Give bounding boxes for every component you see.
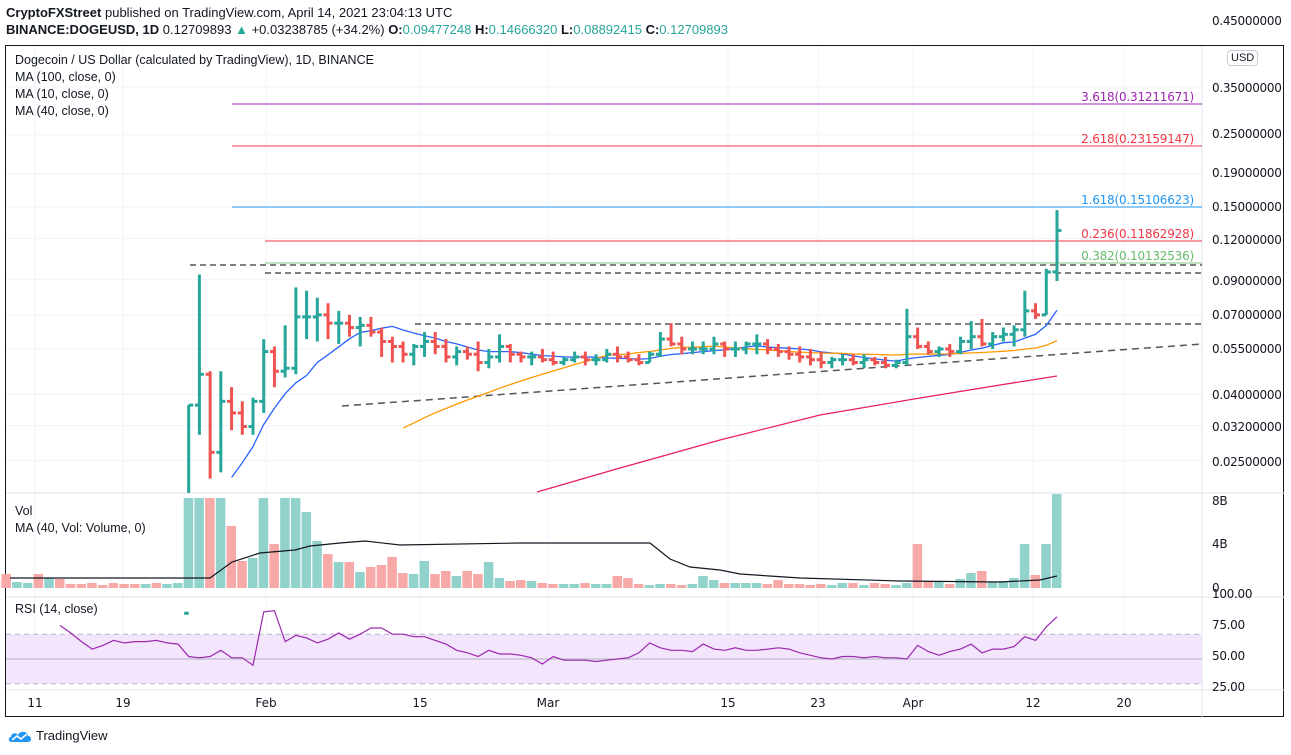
symbol-info: BINANCE:DOGEUSD, 1D 0.12709893 ▲ +0.0323… [6, 22, 728, 37]
price-tick: 0.15000000 [1212, 200, 1282, 214]
currency-badge[interactable]: USD [1227, 50, 1259, 66]
time-tick: Feb [255, 696, 277, 710]
volume-tick: 8B [1212, 494, 1228, 508]
legend-ma40[interactable]: MA (40, close, 0) [15, 104, 109, 118]
close-label: C: [645, 22, 660, 37]
time-tick: 20 [1116, 696, 1132, 710]
low-label: L: [560, 22, 574, 37]
open-value: 0.09477248 [402, 22, 472, 37]
fib-label-0236[interactable]: 0.236(0.11862928) [1081, 227, 1194, 241]
price-change: +0.03238785 (+34.2%) [251, 22, 385, 37]
price-tick: 0.05500000 [1212, 342, 1282, 356]
price-tick: 0.02500000 [1212, 455, 1282, 469]
published-text: published on TradingView.com, April 14, … [104, 5, 453, 20]
fib-label-1618[interactable]: 1.618(0.15106623) [1081, 193, 1194, 207]
rsi-tick: 25.00 [1212, 680, 1245, 694]
low-value: 0.08892415 [573, 22, 642, 37]
price-tick: 0.04000000 [1212, 388, 1282, 402]
series-title[interactable]: Dogecoin / US Dollar (calculated by Trad… [15, 53, 374, 67]
volume-legend: Vol MA (40, Vol: Volume, 0) [15, 503, 146, 537]
volume-tick: 0 [1212, 581, 1220, 595]
price-tick: 0.45000000 [1212, 14, 1282, 28]
time-tick: 23 [810, 696, 826, 710]
tradingview-logo-icon [8, 731, 31, 742]
chart-frame[interactable] [5, 45, 1284, 717]
symbol: BINANCE:DOGEUSD, 1D [6, 22, 160, 37]
fib-label-0382[interactable]: 0.382(0.10132536) [1081, 249, 1194, 263]
legend-rsi[interactable]: RSI (14, close) [15, 602, 98, 616]
last-price: 0.12709893 [162, 22, 232, 37]
price-tick: 0.35000000 [1212, 81, 1282, 95]
tradingview-brand: TradingView [36, 728, 108, 743]
up-arrow-icon: ▲ [235, 22, 248, 37]
time-tick: 15 [720, 696, 736, 710]
time-tick: 11 [27, 696, 43, 710]
fib-label-2618[interactable]: 2.618(0.23159147) [1081, 132, 1194, 146]
time-tick: 19 [115, 696, 131, 710]
high-label: H: [474, 22, 489, 37]
time-tick: 15 [412, 696, 428, 710]
time-tick: Mar [536, 696, 560, 710]
main-legend: Dogecoin / US Dollar (calculated by Trad… [15, 52, 374, 120]
price-tick: 0.07000000 [1212, 308, 1282, 322]
legend-ma100[interactable]: MA (100, close, 0) [15, 70, 116, 84]
fib-label-3618[interactable]: 3.618(0.31211671) [1081, 90, 1194, 104]
price-tick: 0.25000000 [1212, 127, 1282, 141]
price-tick: 0.09000000 [1212, 274, 1282, 288]
price-tick: 0.03200000 [1212, 420, 1282, 434]
time-tick: Apr [902, 696, 924, 710]
publisher-name[interactable]: CryptoFXStreet [6, 5, 102, 20]
close-value: 0.12709893 [659, 22, 728, 37]
rsi-tick: 75.00 [1212, 618, 1245, 632]
price-tick: 0.19000000 [1212, 166, 1282, 180]
volume-tick: 4B [1212, 537, 1228, 551]
price-tick: 0.12000000 [1212, 233, 1282, 247]
open-label: O: [388, 22, 403, 37]
legend-vol[interactable]: Vol [15, 504, 33, 518]
publish-info: CryptoFXStreet published on TradingView.… [6, 5, 452, 20]
rsi-legend: RSI (14, close) [15, 601, 98, 618]
rsi-tick: 50.00 [1212, 649, 1245, 663]
rsi-tick: 100.00 [1212, 587, 1253, 601]
legend-ma10[interactable]: MA (10, close, 0) [15, 87, 109, 101]
time-tick: 12 [1025, 696, 1041, 710]
high-value: 0.14666320 [488, 22, 558, 37]
legend-vol-ma[interactable]: MA (40, Vol: Volume, 0) [15, 521, 146, 535]
tradingview-footer[interactable]: TradingView [8, 728, 108, 743]
